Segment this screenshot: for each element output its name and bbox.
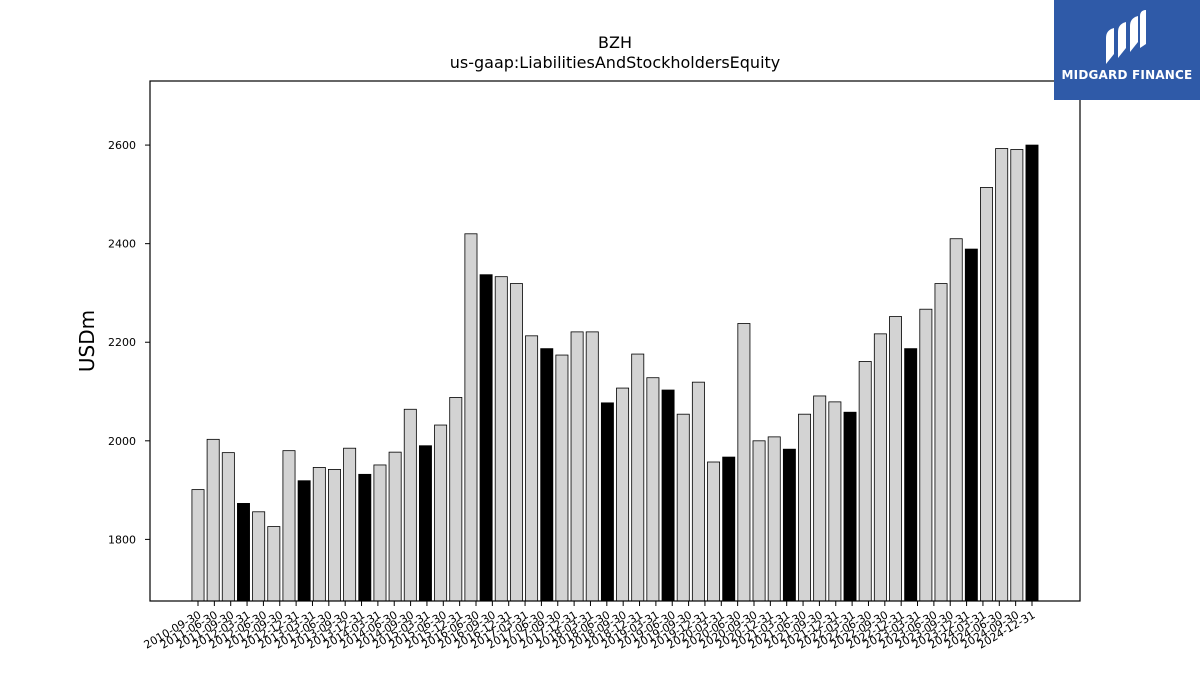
x-axis-ticks: 2010-09-302011-06-302011-09-302012-03-31… xyxy=(142,601,1038,652)
bar xyxy=(873,333,887,602)
bar xyxy=(343,447,357,602)
bar xyxy=(707,461,721,602)
bar xyxy=(843,411,857,602)
bar xyxy=(919,308,933,602)
bar xyxy=(813,395,827,602)
bar xyxy=(464,233,478,602)
bar xyxy=(570,331,584,602)
y-tick-label: 1800 xyxy=(108,533,136,546)
bar xyxy=(904,348,918,602)
bar xyxy=(995,148,1009,602)
bar xyxy=(237,503,250,602)
bar xyxy=(282,450,296,602)
bar xyxy=(403,408,417,602)
bar xyxy=(525,335,539,602)
bar xyxy=(676,413,690,602)
bar xyxy=(767,436,781,602)
bar xyxy=(798,413,812,602)
bar xyxy=(373,464,387,602)
bar xyxy=(964,248,978,602)
bar xyxy=(449,397,463,602)
bar xyxy=(646,377,660,602)
chart-title: BZH xyxy=(598,33,632,52)
bar xyxy=(494,276,508,602)
bar xyxy=(616,387,630,602)
bar xyxy=(585,331,599,602)
bar xyxy=(297,480,311,602)
bar xyxy=(949,238,963,602)
bar xyxy=(191,489,205,602)
bar xyxy=(358,473,372,602)
bar xyxy=(1010,149,1024,602)
bar xyxy=(661,389,675,602)
bar xyxy=(479,274,493,602)
bar xyxy=(388,451,402,602)
bar xyxy=(252,511,266,602)
y-axis-ticks: 1800 2000 2200 2400 2600 xyxy=(108,139,150,546)
brand-mark-icon xyxy=(1106,10,1146,64)
bar xyxy=(858,361,872,602)
bar xyxy=(418,445,432,602)
bar xyxy=(509,283,523,602)
y-tick-label: 2600 xyxy=(108,139,136,152)
bar xyxy=(737,323,751,602)
plot-frame xyxy=(149,80,1081,602)
bar xyxy=(828,401,842,602)
bar xyxy=(980,187,993,602)
bar xyxy=(434,424,448,602)
y-tick-label: 2400 xyxy=(108,238,136,251)
bar xyxy=(221,452,235,602)
bar xyxy=(540,348,554,602)
bar xyxy=(206,438,220,602)
bar xyxy=(722,456,736,602)
y-axis-label: USDm xyxy=(75,310,99,372)
bar xyxy=(267,526,281,602)
brand-logo: MIDGARD FINANCE xyxy=(1054,0,1200,100)
brand-name: MIDGARD FINANCE xyxy=(1061,68,1193,82)
chart-subtitle: us-gaap:LiabilitiesAndStockholdersEquity xyxy=(450,53,781,72)
y-tick-label: 2000 xyxy=(108,435,136,448)
y-tick-label: 2200 xyxy=(108,336,136,349)
bar xyxy=(752,440,766,602)
bar xyxy=(1025,144,1039,602)
bar xyxy=(600,402,614,602)
bar xyxy=(691,381,705,602)
bar xyxy=(328,468,341,602)
bar xyxy=(782,448,796,602)
bar xyxy=(889,316,902,602)
bar xyxy=(631,353,645,602)
bar xyxy=(312,467,326,602)
bar xyxy=(934,283,948,602)
bar xyxy=(555,354,569,602)
bars-layer xyxy=(191,144,1039,602)
